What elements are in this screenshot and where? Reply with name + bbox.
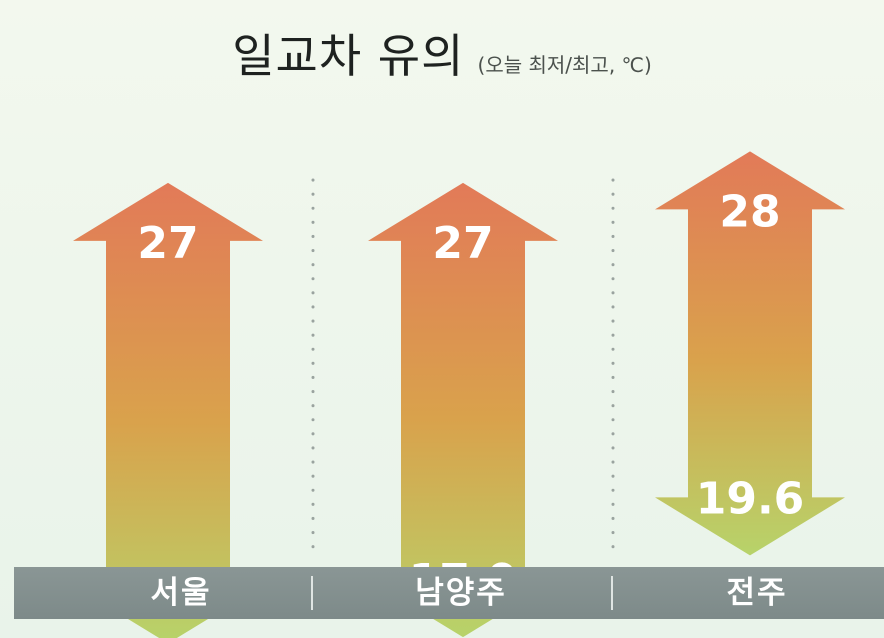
chart-title-area: 일교차 유의 (오늘 최저/최고, ℃) xyxy=(0,20,884,86)
high-temp-label-namyangju: 27 xyxy=(432,218,493,269)
range-arrow-seoul xyxy=(73,182,263,638)
range-arrow-namyangju xyxy=(368,182,558,638)
chart-title: 일교차 유의 xyxy=(232,29,465,83)
station-separator-2 xyxy=(611,576,613,610)
chart-subtitle: (오늘 최저/최고, ℃) xyxy=(477,53,652,77)
range-arrow-jeonju xyxy=(655,151,845,556)
station-label-bar: 서울 남양주 전주 xyxy=(14,567,884,619)
high-temp-label-seoul: 27 xyxy=(137,218,198,269)
low-temp-label-jeonju: 19.6 xyxy=(696,473,805,524)
station-separator-1 xyxy=(311,576,313,610)
station-label-jeonju: 전주 xyxy=(726,575,788,611)
high-temp-label-jeonju: 28 xyxy=(719,186,780,237)
station-label-seoul: 서울 xyxy=(150,575,212,611)
station-label-namyangju: 남양주 xyxy=(415,575,507,611)
